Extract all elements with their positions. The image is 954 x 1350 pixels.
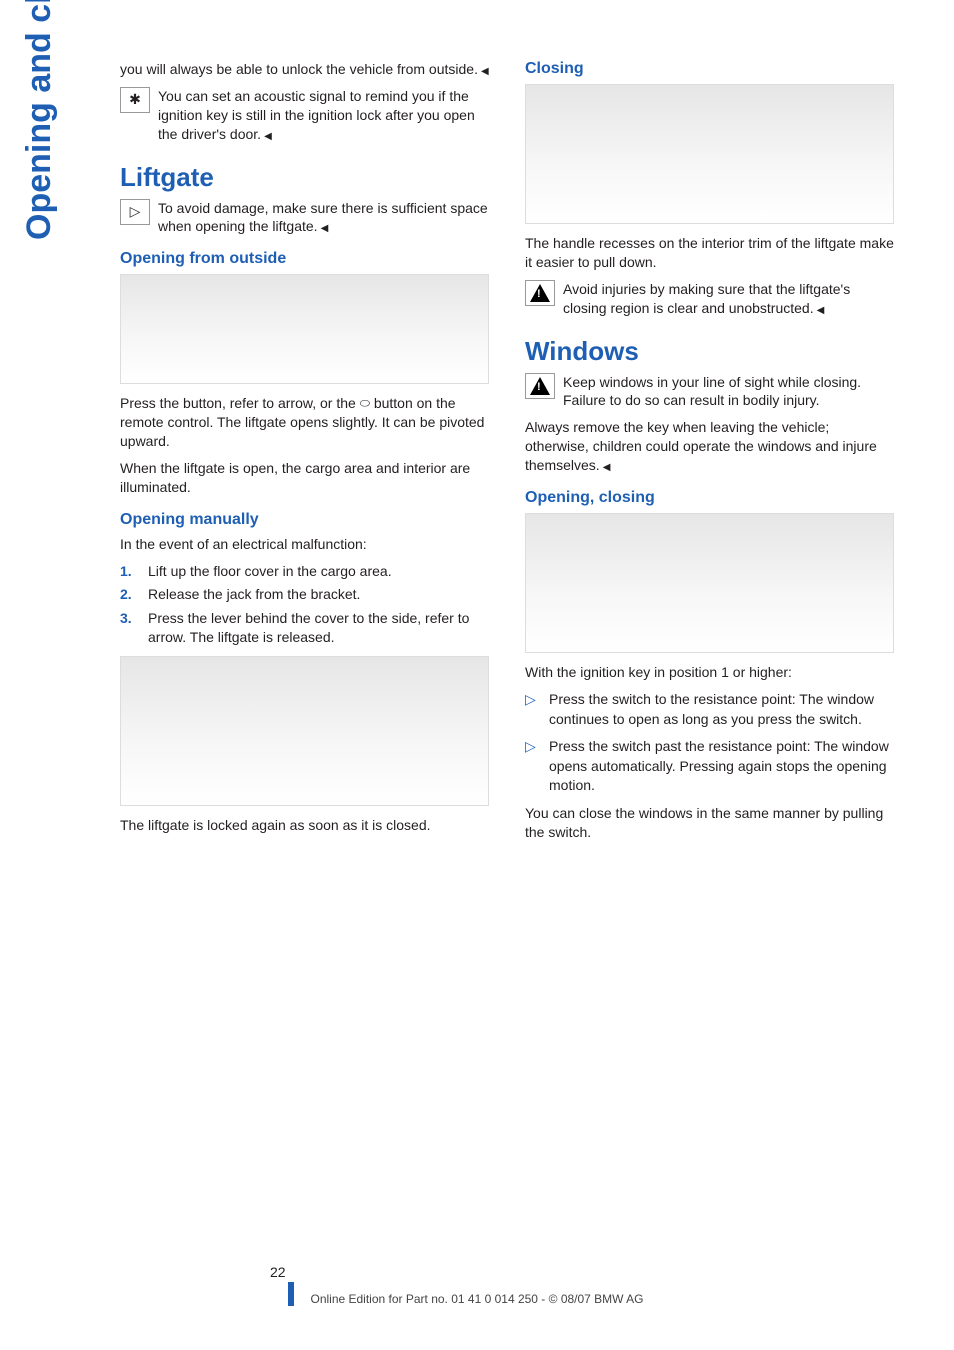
figure-window-switch <box>525 513 894 653</box>
bullet-icon: ▷ <box>525 737 539 796</box>
caution-icon: ▷ <box>120 199 150 225</box>
step-text: Lift up the floor cover in the cargo are… <box>148 562 392 582</box>
list-item: 1. Lift up the floor cover in the cargo a… <box>120 562 489 582</box>
open-close-p2: You can close the windows in the same ma… <box>525 804 894 842</box>
manual-page: Opening and closing you will always be a… <box>0 0 954 1350</box>
warning-icon <box>525 373 555 399</box>
caution-text: To avoid damage, make sure there is suff… <box>158 199 489 237</box>
tip-icon: ✱ <box>120 87 150 113</box>
warning-text: Keep windows in your line of sight while… <box>563 373 894 411</box>
footer-text: Online Edition for Part no. 01 41 0 014 … <box>0 1292 954 1306</box>
list-item: 3. Press the lever behind the cover to th… <box>120 609 489 648</box>
open-close-intro: With the ignition key in position 1 or h… <box>525 663 894 682</box>
bullet-text: Press the switch to the resistance point… <box>549 690 894 729</box>
page-number: 22 <box>270 1264 286 1280</box>
opening-outside-p1: Press the button, refer to arrow, or the… <box>120 394 489 451</box>
tip-note: ✱ You can set an acoustic signal to remi… <box>120 87 489 144</box>
opening-outside-heading: Opening from outside <box>120 250 489 268</box>
right-column: Closing The handle recesses on the inter… <box>525 60 894 850</box>
step-number: 2. <box>120 585 138 605</box>
step-text: Release the jack from the bracket. <box>148 585 360 605</box>
liftgate-caution: ▷ To avoid damage, make sure there is su… <box>120 199 489 237</box>
manual-steps: 1. Lift up the floor cover in the cargo a… <box>120 562 489 648</box>
manual-intro: In the event of an electrical malfunctio… <box>120 535 489 554</box>
section-tab: Opening and closing <box>20 0 59 240</box>
list-item: ▷Press the switch past the resistance po… <box>525 737 894 796</box>
opening-outside-p2: When the liftgate is open, the cargo are… <box>120 459 489 497</box>
warning-text: Avoid injuries by making sure that the l… <box>563 280 894 318</box>
tip-text: You can set an acoustic signal to remind… <box>158 87 489 144</box>
list-item: ▷ Press the switch to the resistance poin… <box>525 690 894 729</box>
closing-warning: Avoid injuries by making sure that the l… <box>525 280 894 318</box>
intro-text: you will always be able to unlock the ve… <box>120 60 489 79</box>
windows-warning: Keep windows in your line of sight while… <box>525 373 894 411</box>
figure-liftgate-closing <box>525 84 894 224</box>
figure-liftgate-exterior <box>120 274 489 384</box>
bullet-icon: ▷ <box>525 690 539 729</box>
window-bullets: ▷ Press the switch to the resistance poin… <box>525 690 894 796</box>
list-item: 2. Release the jack from the bracket. <box>120 585 489 605</box>
closing-heading: Closing <box>525 60 894 78</box>
locked-again-text: The liftgate is locked again as soon as … <box>120 816 489 835</box>
text-fragment: Press the button, refer to arrow, or the <box>120 395 360 411</box>
figure-liftgate-release <box>120 656 489 806</box>
closing-p1: The handle recesses on the interior trim… <box>525 234 894 272</box>
step-text: Press the lever behind the cover to the … <box>148 609 489 648</box>
windows-warning-2: Always remove the key when leaving the v… <box>525 418 894 475</box>
left-column: you will always be able to unlock the ve… <box>120 60 489 850</box>
content-columns: you will always be able to unlock the ve… <box>120 60 894 850</box>
step-number: 3. <box>120 609 138 648</box>
bullet-text: Press the switch past the resistance poi… <box>549 737 894 796</box>
windows-heading: Windows <box>525 336 894 367</box>
step-number: 1. <box>120 562 138 582</box>
warning-icon <box>525 280 555 306</box>
opening-manually-heading: Opening manually <box>120 511 489 529</box>
liftgate-heading: Liftgate <box>120 162 489 193</box>
opening-closing-heading: Opening, closing <box>525 489 894 507</box>
remote-button-icon: ⬭ <box>360 395 370 411</box>
